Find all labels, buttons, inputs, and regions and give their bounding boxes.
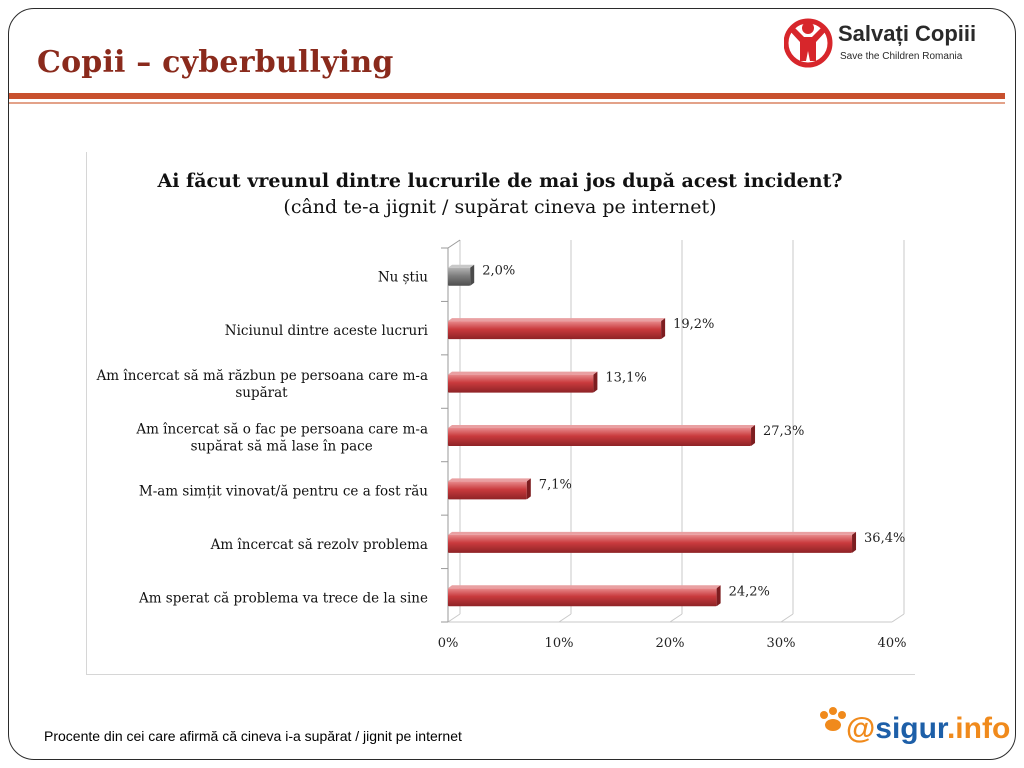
x-tick-label: 0% [438,636,459,651]
y-tick-label: Am încercat să rezolv problema [210,537,428,553]
bar-end-face [593,371,598,393]
floor-line [558,613,572,623]
salvati-copiii-logo: Salvați Copiii Save the Children Romania [783,15,1004,77]
logo-name: Salvați Copiii [838,21,977,46]
bar-end-face [716,585,721,607]
chart-subtitle: (când te-a jignit / supărat cineva pe in… [283,196,717,218]
bar-end-face [852,531,857,553]
bar-top-face [448,585,721,589]
x-tick-label: 20% [656,636,685,651]
data-label: 27,3% [763,424,804,439]
data-label: 24,2% [729,584,770,599]
logo-subtitle: Save the Children Romania [840,51,963,62]
bar [448,428,752,446]
bar-top-face [448,478,531,482]
y-tick-label: supărat să mă lase în pace [191,439,373,455]
footnote: Procente din cei care afirmă că cineva i… [44,728,462,744]
x-tick-label: 40% [878,636,907,651]
data-label: 7,1% [539,477,572,492]
bar-top-face [448,264,475,268]
bar-end-face [470,264,475,286]
y-tick-label: Am sperat că problema va trece de la sin… [138,590,428,606]
bar [448,588,717,607]
bar-top-face [448,318,666,322]
axis-top-edge [447,239,461,249]
bar [448,481,527,500]
data-label: 13,1% [605,371,646,386]
bar [448,267,471,286]
sigur-logo-text: @sigur.info [846,712,1010,746]
bar [448,321,662,340]
slide-title: Copii – cyberbullying [37,45,394,80]
y-tick-label: Am încercat să o fac pe persoana care m-… [135,422,428,438]
y-tick-label: Nu știu [378,270,428,286]
chart-title: Ai făcut vreunul dintre lucrurile de mai… [157,170,843,192]
floor-line [447,613,461,623]
bar-top-face [448,531,857,535]
logo-figure-icon [783,18,833,68]
bar [448,374,594,393]
sigur-tld: .info [946,712,1011,745]
bar-end-face [526,478,531,500]
data-label: 19,2% [673,317,714,332]
chart-area [86,152,915,675]
x-tick-label: 10% [545,636,574,651]
bar-end-face [751,425,756,446]
data-label: 2,0% [482,264,515,279]
bar-end-face [661,318,666,340]
bar-top-face [448,371,598,375]
x-tick-label: 30% [767,636,796,651]
bar-top-face [448,425,756,428]
sigur-at: @ [846,712,876,745]
y-tick-label: M-am simțit vinovat/ă pentru ce a fost r… [139,483,428,499]
title-underline [9,93,1005,99]
y-tick-label: supărat [235,385,288,401]
title-underline-thin [9,102,1005,104]
floor-line [669,613,683,623]
bar [448,534,853,553]
floor-line [891,613,905,623]
sigur-name: sigur [875,712,947,745]
paw-icon [820,707,846,731]
sigur-info-logo: @sigur.info [816,706,1010,754]
data-label: 36,4% [864,531,905,546]
floor-line [780,613,794,623]
y-tick-label: Am încercat să mă răzbun pe persoana car… [96,368,428,384]
y-tick-label: Niciunul dintre aceste lucruri [225,323,429,339]
